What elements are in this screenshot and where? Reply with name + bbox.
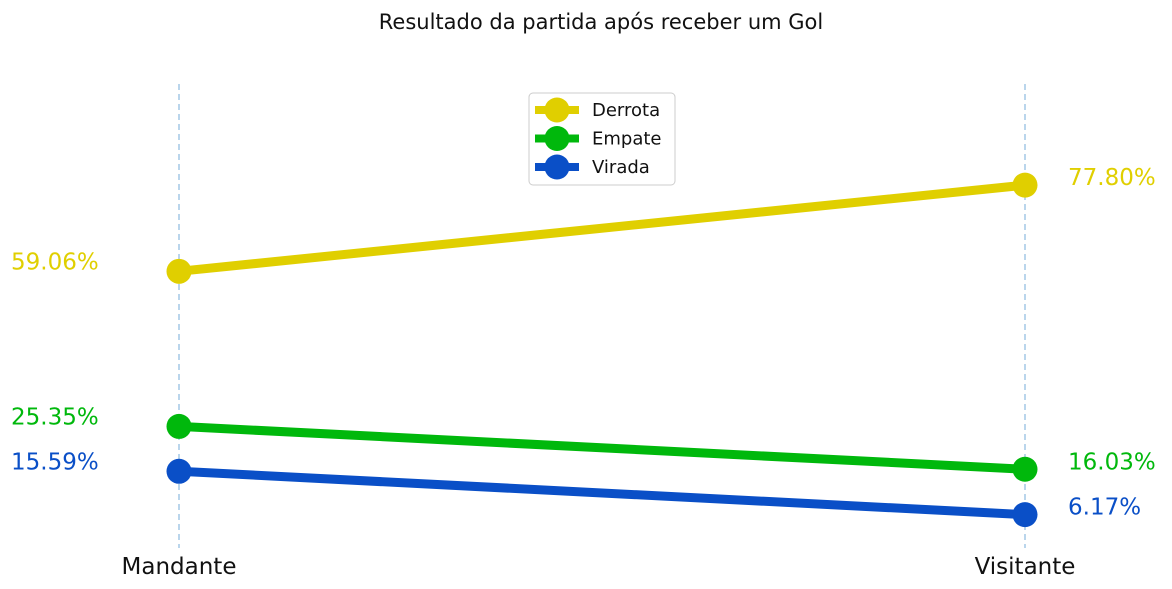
data-point-virada [166,458,192,484]
data-label-derrota: 77.80% [1068,165,1156,191]
legend-label-derrota: Derrota [592,100,660,121]
data-label-virada: 6.17% [1068,495,1141,521]
chart-title: Resultado da partida após receber um Gol [379,10,823,34]
grid-lines [178,84,1026,548]
x-tick-label: Visitante [975,554,1076,580]
data-label-empate: 16.03% [1068,449,1156,475]
data-label-virada: 15.59% [11,449,99,475]
data-label-empate: 25.35% [11,404,99,430]
series-line-derrota [174,180,1030,276]
data-point-virada [1012,502,1038,528]
x-tick-label: Mandante [122,554,237,580]
data-point-empate [166,413,192,439]
series-line-empate [174,421,1030,474]
legend-label-empate: Empate [592,129,662,150]
legend: Derrota Empate Virada [528,92,676,186]
legend-swatch-marker-virada [544,154,570,180]
legend-label-virada: Virada [592,157,650,178]
data-labels: 59.06% 77.80% 25.35% 16.03% 15.59% 6.17% [11,165,1156,520]
x-axis-ticks: Mandante Visitante [122,554,1076,580]
data-label-derrota: 59.06% [11,249,99,275]
series-layer [166,172,1038,528]
legend-swatch-marker-derrota [544,97,570,123]
data-point-empate [1012,456,1038,482]
data-point-derrota [1012,172,1038,198]
series-line-virada [174,466,1030,520]
legend-swatch-marker-empate [544,126,570,151]
data-point-derrota [166,258,192,284]
